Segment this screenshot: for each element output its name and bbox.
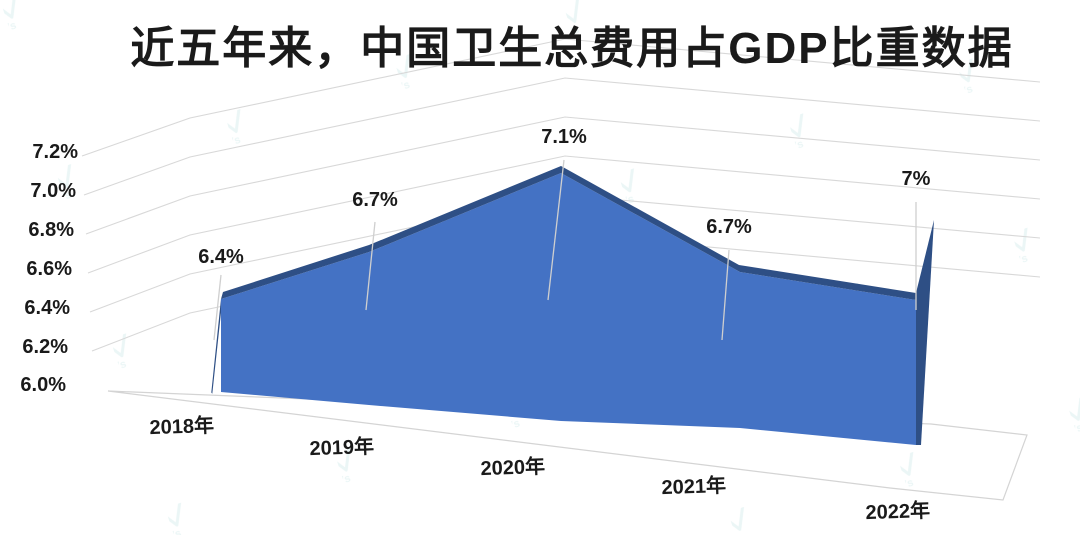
- svg-text:6.0%: 6.0%: [20, 374, 66, 396]
- svg-text:7.2%: 7.2%: [32, 141, 78, 163]
- svg-text:6.4%: 6.4%: [24, 297, 70, 319]
- svg-text:2018年: 2018年: [149, 413, 214, 439]
- svg-text:6.2%: 6.2%: [22, 336, 68, 358]
- svg-text:6.6%: 6.6%: [26, 258, 72, 280]
- svg-text:6.8%: 6.8%: [28, 219, 74, 241]
- svg-text:7%: 7%: [902, 168, 931, 190]
- svg-text:2021年: 2021年: [661, 473, 726, 499]
- svg-text:2022年: 2022年: [865, 498, 930, 524]
- svg-text:2020年: 2020年: [480, 454, 545, 480]
- svg-text:2019年: 2019年: [309, 434, 374, 460]
- svg-text:7.0%: 7.0%: [30, 180, 76, 202]
- svg-text:6.7%: 6.7%: [706, 216, 752, 238]
- svg-text:6.4%: 6.4%: [198, 246, 244, 268]
- svg-text:6.7%: 6.7%: [352, 189, 398, 211]
- svg-text:7.1%: 7.1%: [541, 126, 587, 148]
